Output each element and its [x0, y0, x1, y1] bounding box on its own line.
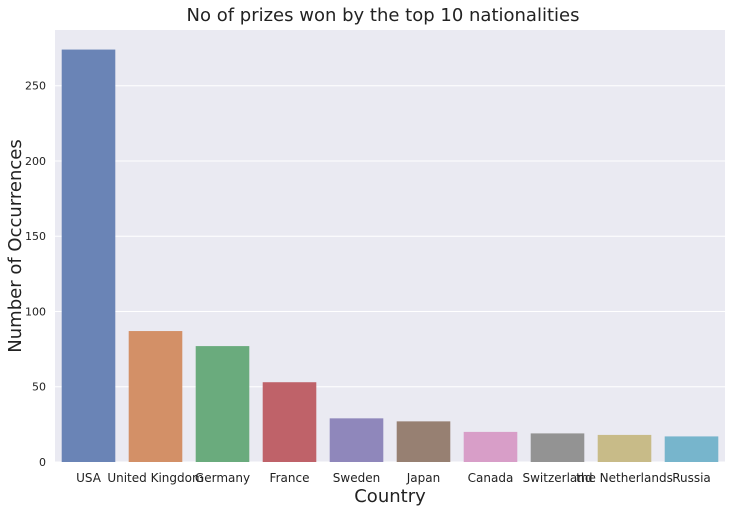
x-tick-label: Germany	[195, 471, 250, 485]
y-tick-label: 150	[25, 230, 46, 243]
x-tick-label: the Netherlands	[576, 471, 673, 485]
bar-france	[262, 382, 317, 462]
y-tick-label: 200	[25, 155, 46, 168]
chart-title: No of prizes won by the top 10 nationali…	[187, 5, 580, 26]
x-axis-label: Country	[354, 486, 426, 507]
x-tick-label: United Kingdom	[107, 471, 203, 485]
y-tick-labels: 0 50 100 150 200 250	[25, 80, 46, 469]
x-tick-label: Canada	[468, 471, 514, 485]
bar-sweden	[329, 418, 384, 462]
x-tick-label: Japan	[406, 471, 440, 485]
y-tick-label: 100	[25, 305, 46, 318]
bar-united-kingdom	[128, 331, 183, 462]
x-tick-label: Russia	[672, 471, 711, 485]
x-tick-label: USA	[76, 471, 102, 485]
x-tick-label: Sweden	[333, 471, 380, 485]
y-tick-label: 0	[39, 456, 46, 469]
bar-japan	[396, 421, 451, 462]
y-tick-label: 50	[32, 381, 46, 394]
bar-germany	[195, 346, 250, 462]
bar-usa	[61, 49, 116, 463]
x-tick-label: France	[270, 471, 310, 485]
bars-group	[61, 49, 719, 463]
bar-russia	[664, 436, 719, 462]
y-axis-label: Number of Occurrences	[5, 139, 26, 352]
x-tick-label: Switzerland	[523, 471, 593, 485]
y-tick-label: 250	[25, 80, 46, 93]
bar-switzerland	[530, 433, 585, 462]
bar-the-netherlands	[597, 434, 652, 462]
bar-canada	[463, 431, 518, 462]
